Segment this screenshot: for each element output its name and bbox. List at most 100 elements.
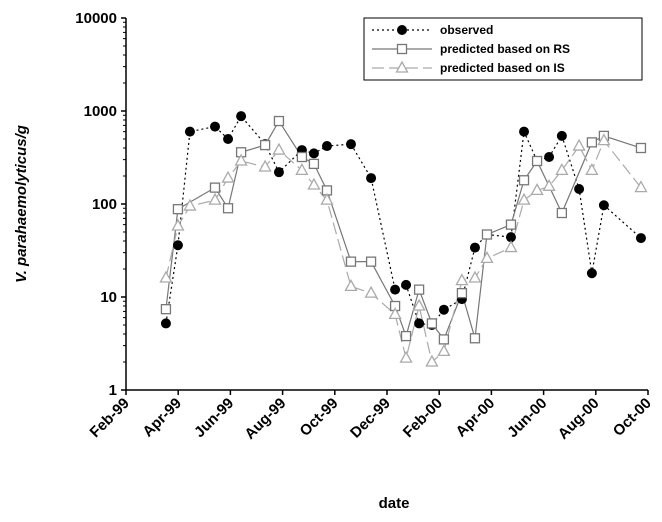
y-tick-label: 10 bbox=[100, 289, 117, 306]
legend-marker bbox=[397, 25, 407, 35]
data-point bbox=[572, 138, 586, 151]
data-point bbox=[517, 192, 531, 205]
data-point bbox=[320, 192, 334, 205]
data-point bbox=[480, 251, 494, 264]
x-tick-label: Aug-99 bbox=[241, 395, 289, 443]
data-point bbox=[586, 268, 597, 279]
data-point bbox=[556, 207, 568, 219]
legend: observed predicted based on RS predicted b… bbox=[363, 17, 643, 81]
data-point bbox=[209, 182, 221, 193]
data-point bbox=[364, 285, 378, 298]
y-tick-label: 100 bbox=[92, 196, 117, 213]
data-point bbox=[412, 298, 426, 311]
data-point bbox=[544, 152, 555, 163]
data-point bbox=[296, 151, 308, 163]
data-point bbox=[208, 192, 222, 205]
data-point bbox=[183, 198, 197, 211]
data-point bbox=[586, 137, 598, 148]
data-point bbox=[518, 175, 530, 186]
y-tick-label: 10000 bbox=[75, 10, 117, 27]
data-point bbox=[438, 334, 450, 345]
data-point bbox=[172, 240, 183, 251]
data-point bbox=[634, 180, 648, 193]
data-point bbox=[345, 256, 357, 267]
legend-label: observed bbox=[440, 23, 493, 37]
data-point bbox=[542, 178, 556, 191]
data-point bbox=[468, 270, 482, 283]
legend-marker bbox=[395, 60, 409, 73]
x-tick-label: Jun-99 bbox=[191, 395, 237, 441]
data-point bbox=[574, 183, 585, 194]
x-tick-label: Apr-99 bbox=[139, 395, 185, 441]
data-point bbox=[455, 273, 469, 286]
data-point bbox=[425, 354, 439, 367]
x-tick-label: Apr-00 bbox=[453, 395, 499, 441]
data-point bbox=[426, 318, 438, 329]
data-point bbox=[585, 163, 599, 176]
data-point bbox=[555, 163, 569, 176]
data-point bbox=[597, 133, 611, 146]
data-point bbox=[438, 304, 449, 315]
data-point bbox=[345, 139, 356, 150]
x-axis-label: date bbox=[379, 495, 410, 512]
data-point bbox=[365, 256, 377, 267]
data-point bbox=[400, 330, 412, 342]
data-point bbox=[366, 173, 377, 184]
data-point bbox=[236, 111, 247, 122]
data-point bbox=[481, 229, 493, 240]
legend-marker bbox=[396, 43, 408, 55]
data-point bbox=[635, 142, 647, 154]
data-point bbox=[160, 304, 172, 315]
data-point bbox=[413, 284, 425, 295]
data-point bbox=[273, 167, 284, 178]
data-point bbox=[598, 200, 609, 211]
x-tick-label: Aug-00 bbox=[555, 395, 603, 443]
data-point bbox=[210, 121, 221, 132]
data-point bbox=[401, 279, 412, 290]
data-point bbox=[344, 279, 358, 292]
x-tick-label: Jun-00 bbox=[504, 395, 550, 441]
x-tick-label: Dec-99 bbox=[347, 395, 394, 442]
legend-label: predicted based on IS bbox=[440, 61, 565, 75]
x-tick-label: Oct-99 bbox=[297, 395, 342, 440]
data-point bbox=[437, 344, 451, 357]
x-tick-label: Feb-00 bbox=[400, 395, 446, 441]
data-point bbox=[414, 318, 425, 329]
data-point bbox=[307, 177, 321, 190]
data-point bbox=[295, 163, 309, 176]
data-point bbox=[505, 219, 517, 230]
data-point bbox=[273, 115, 285, 127]
y-tick-label: 1 bbox=[109, 382, 117, 399]
data-point bbox=[556, 130, 567, 141]
data-point bbox=[234, 153, 248, 166]
data-point bbox=[184, 126, 195, 137]
data-point bbox=[272, 142, 286, 155]
data-point bbox=[531, 155, 543, 167]
data-point bbox=[530, 183, 544, 196]
data-point bbox=[504, 240, 518, 253]
data-point bbox=[399, 350, 413, 363]
data-point bbox=[308, 158, 320, 170]
data-point bbox=[519, 126, 530, 137]
data-point bbox=[160, 318, 171, 329]
series-line bbox=[165, 115, 642, 326]
data-point bbox=[321, 141, 332, 152]
data-point bbox=[223, 133, 234, 144]
data-point bbox=[390, 284, 401, 295]
data-point bbox=[258, 159, 272, 172]
data-point bbox=[259, 139, 271, 151]
data-point bbox=[308, 148, 319, 159]
data-point bbox=[635, 233, 646, 244]
legend-label: predicted based on RS bbox=[440, 42, 570, 56]
data-point bbox=[505, 232, 516, 243]
y-tick-label: 1000 bbox=[84, 103, 117, 120]
data-point bbox=[222, 203, 234, 214]
data-point bbox=[159, 270, 173, 283]
data-point bbox=[469, 333, 481, 344]
x-tick-label: Oct-00 bbox=[610, 395, 655, 440]
data-point bbox=[388, 307, 402, 320]
x-tick-label: Feb-99 bbox=[87, 395, 133, 441]
data-point bbox=[172, 204, 184, 215]
y-axis-label: V. parahaemolyticus/g bbox=[13, 125, 30, 283]
